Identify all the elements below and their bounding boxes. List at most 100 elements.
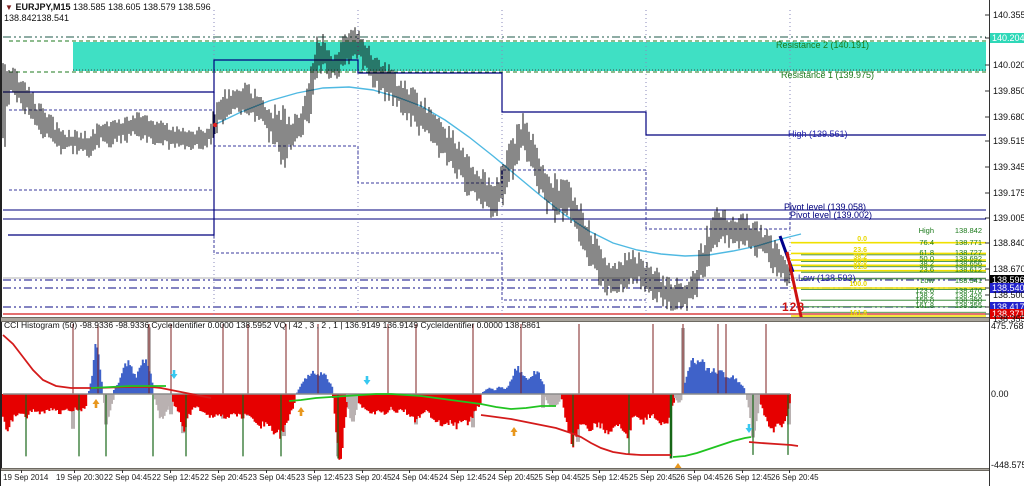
cci-indicator-canvas[interactable]: [1, 322, 989, 468]
fib-row: 38.2 138.656: [896, 259, 982, 268]
price-axis-box-label: 140.204: [990, 33, 1024, 43]
resistance-zone-band: [73, 42, 986, 71]
time-axis-label: 26 Sep 04:45: [676, 473, 724, 482]
time-axis-label: 26 Sep 20:45: [771, 473, 819, 482]
price-axis-label: 139.515: [993, 136, 1024, 146]
daily-step-dashed: [9, 109, 791, 230]
down-arrow-icon: [745, 424, 753, 433]
fib-row-value: 138.692: [954, 254, 982, 263]
fib-range-values: 138.842138.541: [4, 13, 70, 23]
fib-percent-label: 100.0: [849, 281, 867, 288]
fib-row-label: 23.6: [919, 265, 934, 274]
fib-row-value: 138.470: [954, 286, 982, 295]
panel-divider[interactable]: [1, 317, 989, 322]
ohlc-values: 138.585 138.605 138.579 138.596: [72, 2, 211, 12]
up-arrow-icon: [92, 399, 100, 408]
time-axis-label: 22 Sep 12:45: [152, 473, 200, 482]
price-axis-box-label: 138.540: [990, 283, 1024, 293]
fib-row: 50.0 138.692: [896, 254, 982, 263]
price-axis-label: 139.850: [993, 86, 1024, 96]
day-low-label: Low (138.593): [798, 273, 856, 283]
time-axis-tick: [266, 470, 267, 473]
fib-row: 61.8 138.727: [896, 248, 982, 257]
price-axis-label: 138.355: [993, 314, 1024, 324]
resistance2-label: Resistance 2 (140.191): [776, 40, 870, 50]
indicator-max-label: 475.7689: [991, 321, 1024, 331]
price-axis-label: 139.005: [993, 213, 1024, 223]
cci-histogram-segment: [760, 394, 791, 433]
price-axis-box-label: 138.417: [990, 302, 1024, 312]
symbol-info: ▼ EURJPY,M15 138.585 138.605 138.579 138…: [5, 2, 211, 12]
price-axis-label: 139.345: [993, 162, 1024, 172]
cci-histogram-segment: [154, 394, 174, 419]
trend-arrow-line: [785, 251, 803, 318]
cci-histogram-segment: [482, 366, 545, 394]
fib-row: 23.6 138.612: [896, 265, 982, 274]
time-axis-label: 23 Sep 20:45: [344, 473, 392, 482]
fib-row-label: 61.8: [919, 248, 934, 257]
fib-row-value: 138.390: [954, 296, 982, 305]
daily-step-line: [8, 92, 215, 236]
price-axis-label: 140.020: [993, 60, 1024, 70]
fib-row: 76.4 138.771: [896, 238, 982, 247]
time-axis-label: 25 Sep 04:45: [534, 473, 582, 482]
time-axis-tick: [21, 470, 22, 473]
time-axis-tick: [505, 470, 506, 473]
fib-row: 161.8 138.355: [896, 301, 982, 310]
cycle-green-signal: [90, 385, 166, 389]
time-axis-tick: [170, 470, 171, 473]
fib-row: 123.6 138.470: [896, 286, 982, 295]
time-axis-label: 26 Sep 12:45: [724, 473, 772, 482]
up-arrow-icon: [674, 463, 682, 468]
daily-step-line: [3, 59, 986, 136]
cycle-red-signal: [748, 441, 799, 447]
time-axis-tick: [742, 470, 743, 473]
time-axis-tick: [314, 470, 315, 473]
signal-dot: [212, 122, 218, 128]
fib-percent-label: 161.8: [849, 310, 867, 317]
time-axis-label: 24 Sep 04:45: [391, 473, 439, 482]
fib-row-label: High: [918, 226, 934, 235]
cci-histogram-segment: [88, 344, 103, 394]
fib-row: 138.2 138.426: [896, 291, 982, 300]
price-axis-label: 139.680: [993, 112, 1024, 122]
fib-row-value: 138.426: [954, 291, 982, 300]
daily-step-dashed: [9, 189, 646, 301]
cci-histogram-segment: [2, 394, 88, 432]
time-axis-tick: [552, 470, 553, 473]
cycle-red-signal: [2, 334, 212, 399]
time-axis-tick: [694, 470, 695, 473]
fib-row: 150.0 138.390: [896, 296, 982, 305]
price-axis-line: [989, 0, 990, 486]
symbol-period-label: EURJPY,M15: [15, 2, 71, 12]
cci-histogram-segment: [684, 358, 746, 394]
cci-histogram-segment: [296, 370, 334, 394]
fib-row-label: 150.0: [915, 296, 934, 305]
time-axis-label: 22 Sep 20:45: [200, 473, 248, 482]
time-axis-label: 22 Sep 04:45: [104, 473, 152, 482]
cci-histogram-segment: [358, 394, 482, 430]
down-arrow-icon: [363, 376, 371, 385]
main-chart-canvas[interactable]: [1, 0, 989, 318]
cycle-green-signal: [672, 436, 752, 458]
fib-row-value: 138.612: [954, 265, 982, 274]
fib-row-value: 138.842: [954, 226, 982, 235]
cci-histogram-segment: [346, 394, 360, 420]
price-axis-label: 138.500: [993, 290, 1024, 300]
signal-128-label: 128: [782, 300, 806, 314]
time-axis-tick: [362, 470, 363, 473]
time-axis-label: 19 Sep 20:30: [56, 473, 104, 482]
time-axis-label: 19 Sep 2014: [3, 473, 49, 482]
time-axis-tick: [647, 470, 648, 473]
time-axis-label: 25 Sep 12:45: [581, 473, 629, 482]
fib-row-label: 38.2: [919, 259, 934, 268]
fib-percent-label: 38.2: [853, 254, 867, 261]
time-axis-tick: [74, 470, 75, 473]
time-axis-tick: [409, 470, 410, 473]
up-arrow-icon: [510, 427, 518, 436]
cci-histogram-segment: [172, 394, 296, 439]
cci-histogram-segment: [674, 394, 683, 403]
fib-percent-label: 50.0: [853, 259, 867, 266]
day-high-label: High (139.561): [788, 129, 848, 139]
